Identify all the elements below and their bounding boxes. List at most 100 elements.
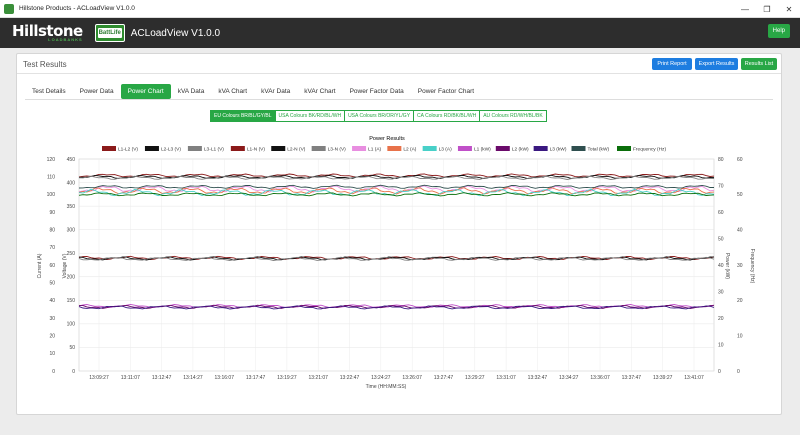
y-axis-label-frequency: Frequency (Hz) (749, 249, 755, 284)
legend-swatch (533, 146, 548, 151)
power-tick-label: 60 (718, 210, 724, 216)
chart-series (78, 173, 715, 310)
maximize-button[interactable]: ❐ (763, 4, 771, 14)
legend-swatch (571, 146, 586, 151)
power-tick-label: 10 (718, 342, 724, 348)
current-tick-label: 80 (49, 227, 55, 233)
x-tick-label: 13:19:27 (277, 375, 297, 381)
current-tick-label: 10 (49, 351, 55, 357)
title-bar: Hillstone Products - ACLoadView V1.0.0 —… (0, 0, 800, 18)
results-tabs: Test Details Power Data Power Chart kVA Dat… (25, 84, 481, 99)
chart-legend: L1-L2 (V) L2-L3 (V) L3-L1 (V) L1-N (V) L2-N … (102, 146, 666, 153)
tab-kva-chart[interactable]: kVA Chart (218, 88, 248, 95)
legend-label: L3-N (V) (328, 147, 347, 153)
tab-power-chart[interactable]: Power Chart (120, 84, 171, 99)
colour-scheme-group: EU Colours BR/BL/GY/BL USA Colours BK/RD/… (210, 110, 547, 122)
panel-title: Test Results (23, 60, 67, 69)
power-tick-label: 80 (718, 157, 724, 163)
legend-label: L1-N (V) (247, 147, 266, 153)
frequency-tick-label: 40 (737, 227, 743, 233)
results-list-button[interactable]: Results List (741, 58, 777, 70)
voltage-tick-label: 100 (67, 322, 76, 328)
x-tick-label: 13:24:27 (371, 375, 391, 381)
legend-swatch (457, 146, 472, 151)
battlife-badge: BattLife (94, 24, 125, 42)
frequency-tick-label: 0 (737, 369, 740, 375)
legend-label: L2-N (V) (287, 147, 306, 153)
series-line-5 (78, 256, 715, 261)
tab-kvar-chart[interactable]: kVAr Chart (304, 88, 336, 95)
help-button[interactable]: Help (767, 24, 790, 38)
current-tick-label: 0 (52, 369, 55, 375)
legend-label: Total (kW) (588, 147, 610, 153)
voltage-tick-label: 250 (67, 251, 76, 257)
chart-title: Power Results (369, 136, 405, 142)
voltage-tick-label: 300 (67, 227, 76, 233)
minimize-button[interactable]: — (741, 4, 749, 14)
print-report-button[interactable]: Print Report (652, 58, 692, 70)
tab-power-factor-data[interactable]: Power Factor Data (349, 88, 404, 95)
tab-power-data[interactable]: Power Data (79, 88, 114, 95)
x-tick-label: 13:26:07 (402, 375, 422, 381)
legend-swatch (311, 146, 326, 151)
tab-kva-data[interactable]: kVA Data (177, 88, 205, 95)
colour-scheme-usa-2[interactable]: USA Colours BR/OR/YL/GY (344, 111, 413, 121)
voltage-tick-label: 350 (67, 204, 76, 210)
frequency-tick-label: 20 (737, 298, 743, 304)
series-line-7 (78, 187, 715, 195)
app-icon (4, 3, 14, 14)
legend-label: L2-L3 (V) (161, 147, 181, 153)
x-tick-label: 13:41:07 (684, 375, 704, 381)
hillstone-logo: Hillstone LOADBANKS (12, 21, 83, 42)
x-tick-label: 13:37:47 (622, 375, 642, 381)
legend-label: L1 (kW) (474, 147, 491, 153)
legend-label: L1 (A) (368, 147, 381, 153)
legend-label: L2 (A) (403, 147, 416, 153)
tab-kvar-data[interactable]: kVAr Data (261, 88, 291, 95)
legend-label: L1-L2 (V) (118, 147, 138, 153)
series-line-13 (78, 192, 715, 197)
x-tick-label: 13:27:47 (434, 375, 454, 381)
export-results-button[interactable]: Export Results (695, 58, 738, 70)
current-tick-label: 20 (49, 333, 55, 339)
current-tick-label: 90 (49, 210, 55, 216)
colour-scheme-au-4[interactable]: AU Colours RD/WH/BL/BK (479, 111, 545, 121)
colour-scheme-usa-1[interactable]: USA Colours BK/RD/BL/WH (274, 111, 345, 121)
legend-swatch (352, 146, 367, 151)
tab-test-details[interactable]: Test Details (32, 88, 66, 95)
tab-power-factor-chart[interactable]: Power Factor Chart (417, 88, 475, 95)
legend-swatch (144, 146, 159, 151)
legend-label: L3-L1 (V) (204, 147, 224, 153)
current-tick-label: 70 (49, 245, 55, 251)
current-tick-label: 30 (49, 316, 55, 322)
current-tick-label: 120 (47, 157, 56, 163)
x-tick-label: 13:32:47 (528, 375, 548, 381)
power-tick-label: 50 (718, 236, 724, 242)
frequency-tick-label: 60 (737, 157, 743, 163)
y-axis-label-power: Power (kW) (724, 253, 730, 279)
voltage-tick-label: 0 (72, 369, 75, 375)
series-line-12 (78, 184, 714, 189)
series-line-9 (78, 303, 715, 309)
voltage-tick-label: 200 (67, 275, 76, 281)
legend-label: Frequency (Hz) (633, 147, 666, 153)
colour-scheme-eu-0[interactable]: EU Colours BR/BL/GY/BL (211, 111, 275, 121)
x-tick-label: 13:21:07 (308, 375, 328, 381)
voltage-tick-label: 150 (67, 298, 76, 304)
colour-scheme-ca-3[interactable]: CA Colours RD/BK/BL/WH (413, 111, 479, 121)
series-line-6 (78, 185, 715, 193)
x-tick-label: 13:31:07 (496, 375, 516, 381)
legend-swatch (617, 146, 631, 151)
legend-swatch (187, 146, 202, 151)
x-tick-label: 13:17:47 (246, 375, 266, 381)
x-tick-label: 13:12:47 (152, 375, 172, 381)
app-title: ACLoadView V1.0.0 (130, 27, 221, 39)
current-tick-label: 40 (49, 298, 55, 304)
close-button[interactable]: ✕ (785, 4, 793, 14)
chart-grid (78, 158, 715, 372)
x-tick-label: 13:34:27 (559, 375, 579, 381)
legend-swatch (102, 146, 116, 151)
current-tick-label: 110 (47, 174, 55, 180)
legend-label: L2 (kW) (512, 147, 529, 153)
